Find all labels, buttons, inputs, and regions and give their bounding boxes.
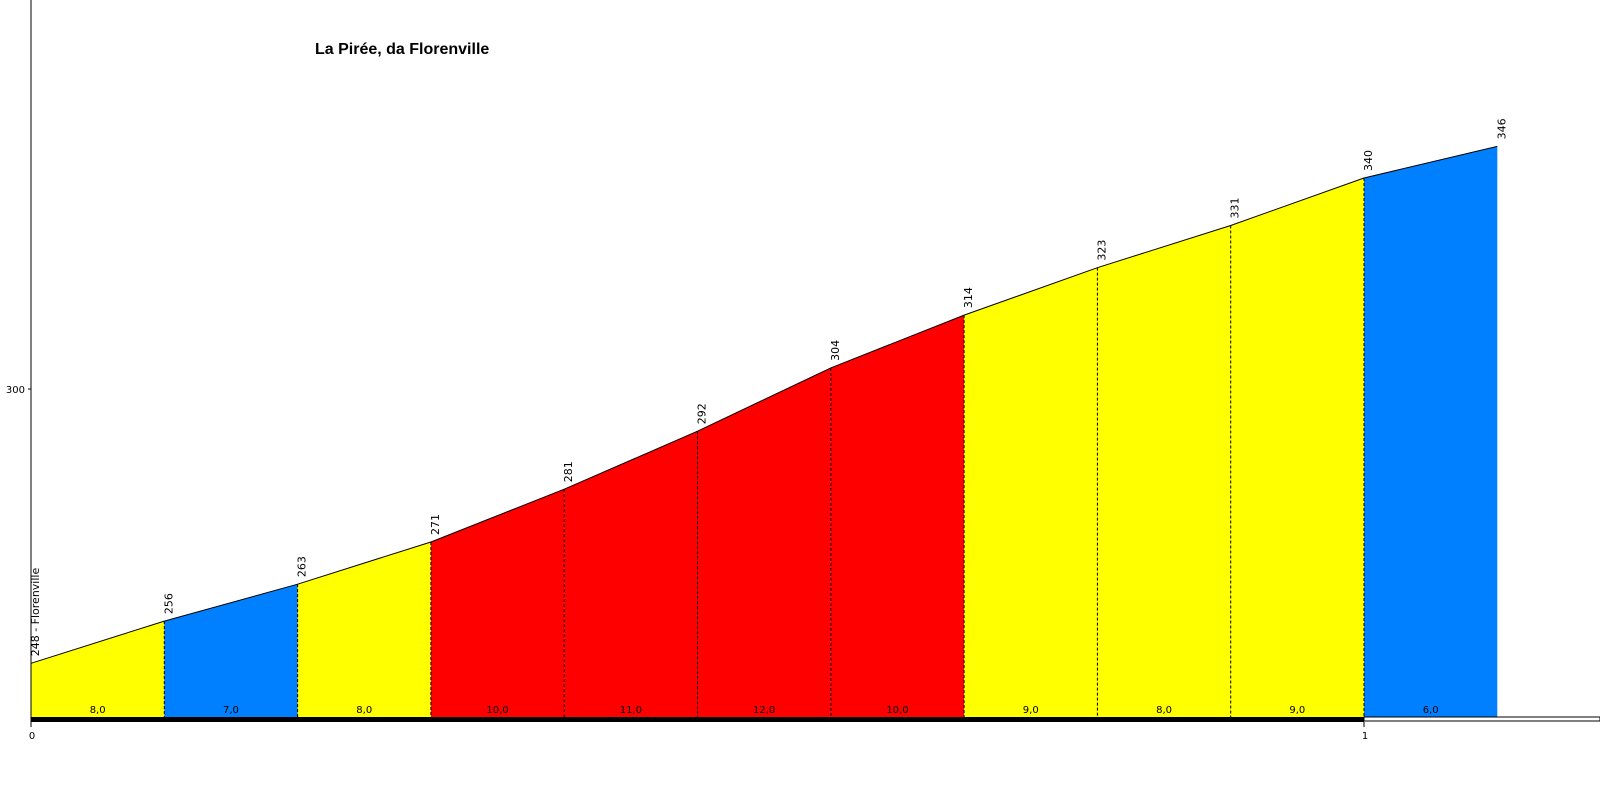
profile-segments — [31, 146, 1498, 718]
profile-segment — [430, 489, 565, 717]
elevation-label: 292 — [696, 403, 709, 424]
elevation-label: 331 — [1229, 197, 1242, 218]
distance-baseline — [31, 716, 1600, 722]
x-tick-label: 0 — [29, 731, 35, 742]
axes: 300 0 1 — [6, 0, 1368, 742]
profile-segment — [697, 367, 831, 717]
profile-line — [30, 145, 1498, 664]
elevation-label: 271 — [429, 514, 442, 535]
elevation-label: 323 — [1095, 240, 1108, 261]
profile-segment — [564, 431, 698, 717]
elevation-label: 263 — [296, 556, 309, 577]
gradient-label: 8,0 — [356, 705, 372, 716]
gradient-label: 8,0 — [90, 705, 106, 716]
elevation-label: 340 — [1362, 150, 1375, 171]
gradient-labels: 8,0 7,0 8,0 10,0 11,0 12,0 10,0 9,0 8,0 9,0 6,0 — [90, 705, 1439, 716]
baseline-km-2 — [1363, 716, 1600, 722]
gradient-label: 8,0 — [1156, 705, 1172, 716]
baseline-km-1 — [31, 717, 1364, 722]
elevation-label: 314 — [962, 287, 975, 308]
gradient-label: 9,0 — [1023, 705, 1039, 716]
gradient-label: 9,0 — [1289, 705, 1305, 716]
elevation-label: 304 — [829, 340, 842, 361]
profile-segment — [964, 267, 1098, 717]
gradient-label: 6,0 — [1423, 705, 1439, 716]
segment-dividers — [163, 178, 1365, 717]
x-tick-label: 1 — [1362, 731, 1368, 742]
elevation-labels: 248 - Florenville 256 263 271 281 292 304 314 32… — [29, 118, 1508, 656]
gradient-label: 10,0 — [886, 705, 908, 716]
profile-outline — [30, 145, 1498, 664]
gradient-label: 12,0 — [753, 705, 775, 716]
elevation-label: 248 - Florenville — [29, 568, 42, 657]
profile-segment — [1364, 146, 1498, 718]
elevation-label: 281 — [562, 461, 575, 482]
profile-segment — [164, 584, 298, 717]
y-tick-label: 300 — [6, 385, 25, 396]
profile-segment — [31, 621, 165, 717]
gradient-label: 10,0 — [486, 705, 508, 716]
profile-segment — [830, 315, 965, 717]
elevation-label: 256 — [162, 593, 175, 614]
gradient-label: 11,0 — [620, 705, 642, 716]
profile-segment — [297, 541, 431, 717]
chart-title: La Pirée, da Florenville — [315, 41, 489, 58]
profile-segment — [1097, 225, 1231, 717]
gradient-label: 7,0 — [223, 705, 239, 716]
profile-segment — [1230, 178, 1364, 717]
elevation-label: 346 — [1495, 118, 1508, 139]
